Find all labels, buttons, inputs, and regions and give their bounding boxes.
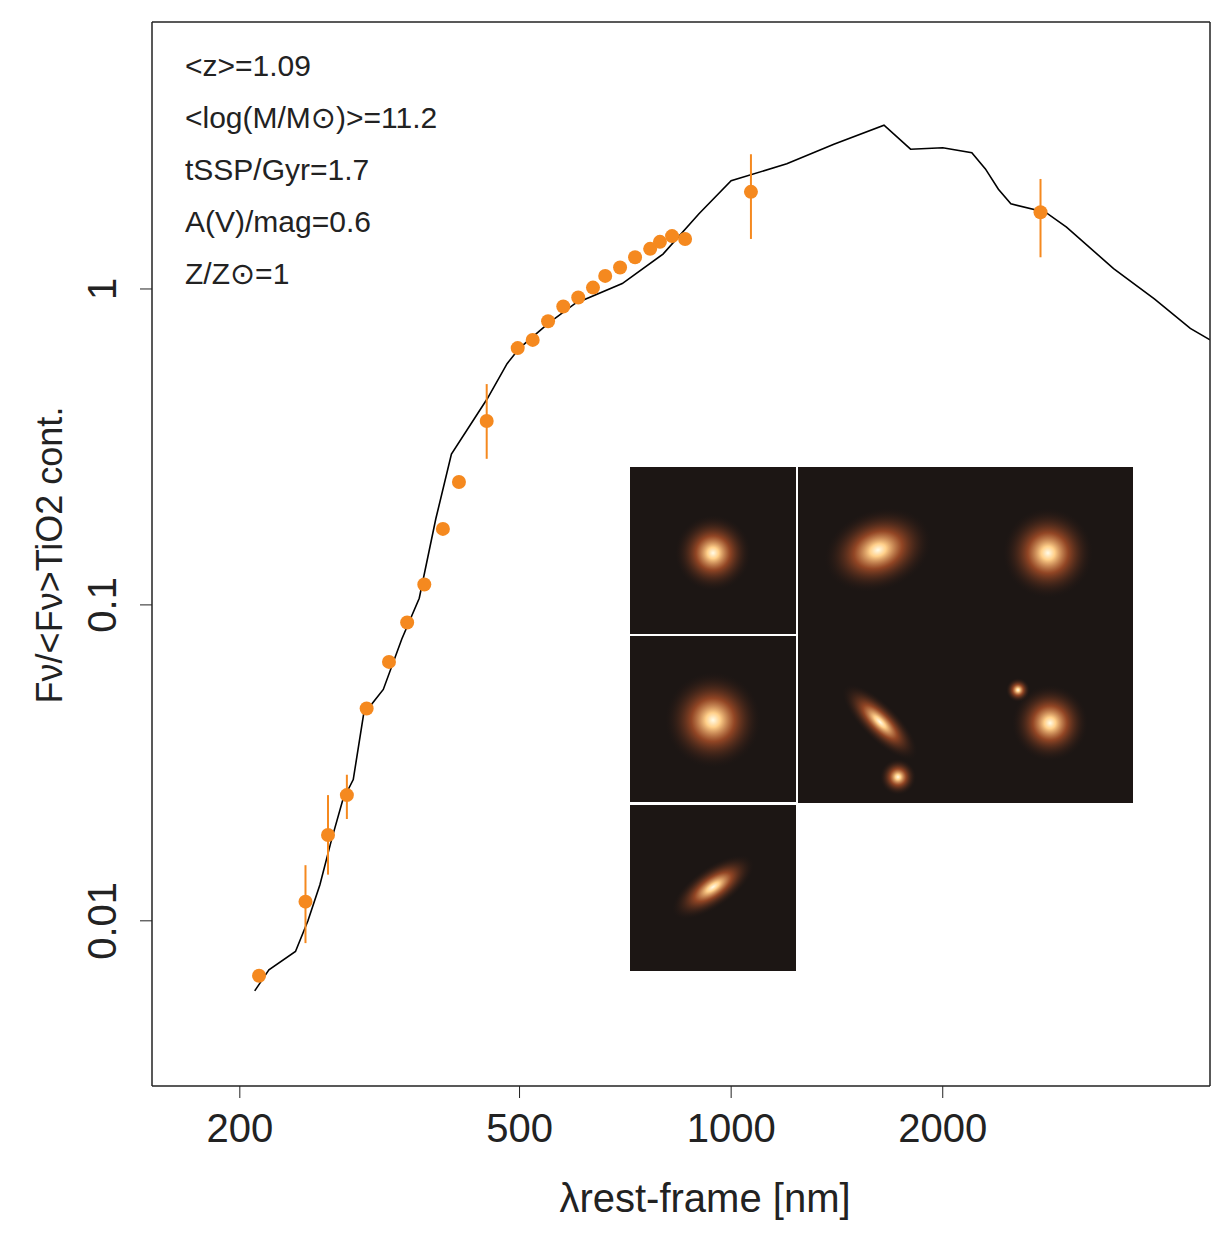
svg-text:500: 500	[486, 1106, 553, 1150]
svg-text:1: 1	[80, 278, 124, 300]
svg-text:0.01: 0.01	[80, 882, 124, 960]
svg-text:Fν/<Fν>TiO2 cont.: Fν/<Fν>TiO2 cont.	[29, 407, 70, 704]
svg-text:1000: 1000	[687, 1106, 776, 1150]
svg-text:<z>=1.09: <z>=1.09	[185, 49, 311, 82]
svg-text:λrest-frame [nm]: λrest-frame [nm]	[559, 1176, 850, 1220]
svg-text:<log(M/M⊙)>=11.2: <log(M/M⊙)>=11.2	[185, 101, 437, 134]
svg-text:2000: 2000	[898, 1106, 987, 1150]
svg-text:200: 200	[206, 1106, 273, 1150]
svg-text:tSSP/Gyr=1.7: tSSP/Gyr=1.7	[185, 153, 369, 186]
svg-text:0.1: 0.1	[80, 577, 124, 633]
svg-text:Z/Z⊙=1: Z/Z⊙=1	[185, 257, 289, 290]
svg-text:A(V)/mag=0.6: A(V)/mag=0.6	[185, 205, 371, 238]
